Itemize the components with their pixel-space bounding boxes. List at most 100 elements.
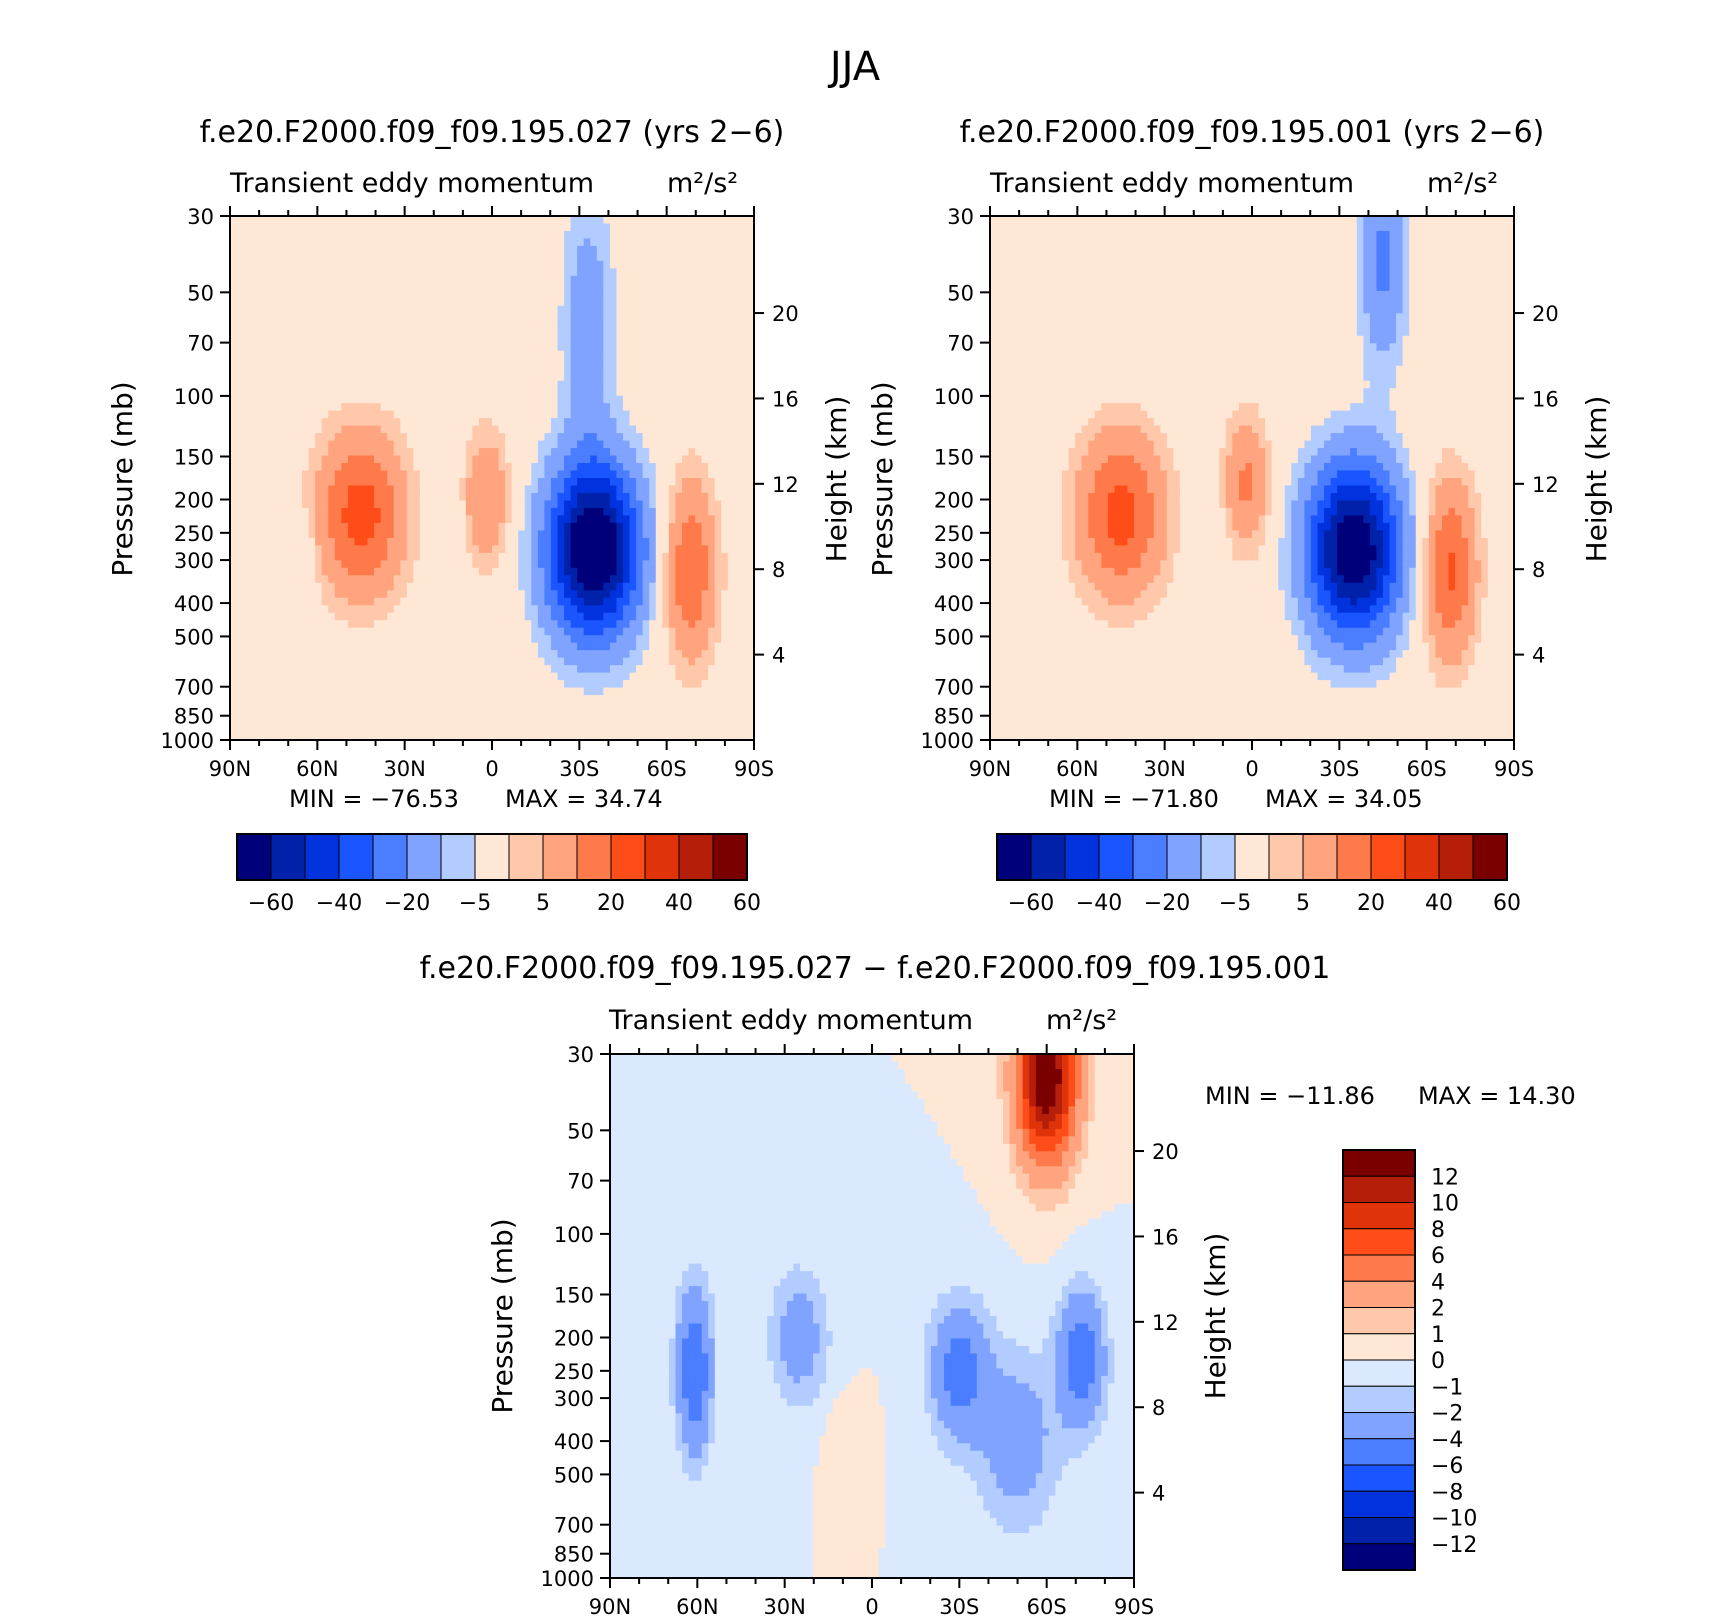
contour-cell xyxy=(433,537,441,546)
contour-cell xyxy=(315,552,323,561)
contour-cell xyxy=(472,635,480,644)
contour-cell xyxy=(531,567,539,576)
contour-cell xyxy=(524,567,532,576)
contour-cell xyxy=(406,657,414,666)
contour-cell xyxy=(452,478,460,487)
contour-cell xyxy=(256,463,264,472)
contour-cell xyxy=(603,590,611,599)
contour-cell xyxy=(302,463,310,472)
contour-cell xyxy=(537,478,545,487)
contour-cell xyxy=(465,268,473,277)
contour-cell xyxy=(256,403,264,412)
contour-cell xyxy=(623,298,631,307)
contour-cell xyxy=(465,238,473,247)
contour-cell xyxy=(583,275,591,284)
contour-cell xyxy=(426,522,434,531)
contour-cell xyxy=(688,425,696,434)
contour-cell xyxy=(302,350,310,359)
contour-cell xyxy=(236,522,244,531)
contour-cell xyxy=(302,590,310,599)
contour-cell xyxy=(400,403,408,412)
contour-cell xyxy=(321,313,329,322)
contour-cell xyxy=(655,448,663,457)
contour-cell xyxy=(564,283,572,292)
contour-cell xyxy=(446,635,454,644)
contour-cell xyxy=(544,597,552,606)
contour-cell xyxy=(406,463,414,472)
contour-cell xyxy=(459,463,467,472)
contour-cell xyxy=(616,283,624,292)
contour-cell xyxy=(243,440,251,449)
contour-cell xyxy=(380,260,388,269)
contour-cell xyxy=(747,575,755,584)
contour-cell xyxy=(583,268,591,277)
contour-cell xyxy=(361,448,369,457)
contour-cell xyxy=(668,507,676,517)
contour-cell xyxy=(328,335,336,344)
contour-cell xyxy=(334,560,342,569)
contour-cell xyxy=(688,582,696,591)
contour-cell xyxy=(649,238,657,247)
contour-cell xyxy=(695,530,703,539)
contour-cell xyxy=(262,522,270,531)
contour-cell xyxy=(695,343,703,352)
contour-cell xyxy=(695,672,703,681)
contour-cell xyxy=(269,395,277,404)
contour-cell xyxy=(302,223,310,232)
contour-cell xyxy=(518,373,526,382)
contour-cell xyxy=(413,672,421,681)
contour-cell xyxy=(400,478,408,487)
contour-cell xyxy=(708,403,716,412)
contour-cell xyxy=(564,395,572,404)
contour-cell xyxy=(498,522,506,531)
contour-cell xyxy=(544,448,552,457)
contour-cell xyxy=(544,305,552,314)
contour-cell xyxy=(256,223,264,232)
contour-cell xyxy=(341,238,349,247)
contour-cell xyxy=(740,530,749,539)
contour-cell xyxy=(734,582,742,591)
contour-cell xyxy=(413,328,421,337)
contour-cell xyxy=(505,268,513,277)
contour-cell xyxy=(727,403,735,412)
contour-cell xyxy=(387,680,395,689)
contour-cell xyxy=(596,627,604,636)
contour-cell xyxy=(636,440,644,449)
contour-cell xyxy=(459,448,467,457)
contour-cell xyxy=(524,343,532,352)
contour-cell xyxy=(367,230,375,240)
contour-cell xyxy=(236,343,244,352)
contour-cell xyxy=(649,298,657,307)
contour-cell xyxy=(596,373,604,382)
contour-cell xyxy=(485,410,493,419)
contour-cell xyxy=(590,313,598,322)
contour-cell xyxy=(465,530,473,539)
contour-cell xyxy=(734,410,742,419)
contour-cell xyxy=(374,567,382,576)
contour-cell xyxy=(341,612,349,621)
contour-cell xyxy=(472,500,480,509)
contour-cell xyxy=(695,545,703,554)
contour-cell xyxy=(308,283,316,292)
contour-cell xyxy=(590,620,598,629)
contour-cell xyxy=(727,230,735,240)
contour-cell xyxy=(400,642,408,651)
contour-cell xyxy=(629,298,637,307)
contour-cell xyxy=(230,230,238,240)
contour-cell xyxy=(256,335,264,344)
contour-cell xyxy=(478,575,487,584)
contour-cell xyxy=(341,537,349,546)
contour-cell xyxy=(583,530,591,539)
contour-cell xyxy=(623,657,631,666)
contour-cell xyxy=(668,492,676,502)
contour-cell xyxy=(577,455,585,464)
contour-cell xyxy=(688,448,696,457)
contour-cell xyxy=(708,260,716,269)
contour-cell xyxy=(721,470,729,479)
contour-cell xyxy=(393,283,401,292)
contour-cell xyxy=(655,530,663,539)
contour-cell xyxy=(688,478,696,487)
contour-cell xyxy=(341,515,349,524)
contour-cell xyxy=(616,230,624,240)
contour-cell xyxy=(321,463,329,472)
